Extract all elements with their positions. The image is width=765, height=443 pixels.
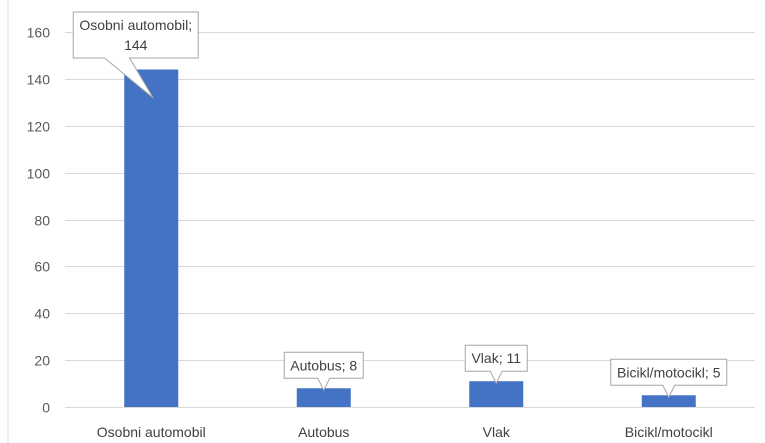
x-category-label: Bicikl/motocikl bbox=[625, 424, 713, 440]
data-label-callout-box bbox=[610, 358, 728, 399]
data-label-callout-box bbox=[72, 11, 199, 99]
data-label: Bicikl/motocikl; 5 bbox=[617, 364, 721, 380]
data-label: Vlak; 11 bbox=[471, 350, 521, 366]
bar bbox=[296, 388, 351, 407]
y-axis-tick-labels: 0 20 40 60 80 100 120 140 160 bbox=[27, 25, 51, 416]
data-label: 144 bbox=[124, 37, 148, 53]
bar bbox=[641, 395, 696, 407]
y-tick-label: 100 bbox=[27, 166, 51, 182]
y-tick-label: 160 bbox=[27, 25, 51, 41]
y-tick-label: 20 bbox=[34, 353, 50, 369]
x-axis-category-labels: Osobni automobil Autobus Vlak Bicikl/motoci… bbox=[97, 424, 713, 440]
data-label: Osobni automobil; bbox=[79, 17, 192, 33]
data-label: Autobus; 8 bbox=[290, 357, 357, 373]
x-category-label: Osobni automobil bbox=[97, 424, 206, 440]
bar bbox=[124, 69, 179, 407]
data-label-callout-box bbox=[283, 351, 364, 392]
y-tick-label: 0 bbox=[42, 400, 50, 416]
y-tick-label: 60 bbox=[34, 259, 50, 275]
bars bbox=[124, 69, 696, 407]
data-label-callout-box bbox=[464, 344, 528, 385]
x-category-label: Vlak bbox=[483, 424, 511, 440]
y-tick-label: 120 bbox=[27, 119, 51, 135]
data-label-callouts: Osobni automobil; 144 Autobus; 8 Vlak; 11 Bi… bbox=[72, 11, 728, 399]
y-tick-label: 140 bbox=[27, 72, 51, 88]
x-category-label: Autobus bbox=[298, 424, 349, 440]
y-tick-label: 80 bbox=[34, 213, 50, 229]
y-tick-label: 40 bbox=[34, 306, 50, 322]
bar bbox=[469, 381, 524, 407]
